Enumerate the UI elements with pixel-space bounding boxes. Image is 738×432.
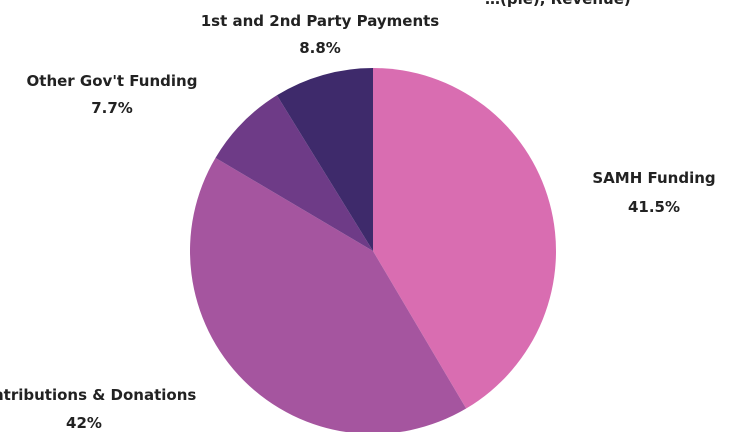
pie-slice-samh-funding xyxy=(373,68,556,409)
slice-label-samh-funding: SAMH Funding xyxy=(592,169,715,187)
slice-label-other-govt-funding: Other Gov't Funding xyxy=(27,72,198,90)
slice-value-other-govt-funding: 7.7% xyxy=(91,99,133,117)
chart-title-fragment: …(pie), Revenue) xyxy=(485,0,631,8)
slice-label-party-payments: 1st and 2nd Party Payments xyxy=(201,12,440,30)
slice-label-contributions-donations: Contributions & Donations xyxy=(0,386,196,404)
slice-value-samh-funding: 41.5% xyxy=(628,198,680,216)
pie-slice-1st-and-2nd-party-payments xyxy=(276,68,373,251)
pie-slice-other-gov-t-funding xyxy=(215,95,373,252)
pie-slice-contributions-donations xyxy=(190,157,467,432)
pie-slices xyxy=(190,68,556,432)
pie-labels: SAMH Funding 41.5% Contributions & Donat… xyxy=(0,12,716,432)
slice-value-contributions-donations: 42% xyxy=(66,414,102,432)
slice-value-party-payments: 8.8% xyxy=(299,39,341,57)
